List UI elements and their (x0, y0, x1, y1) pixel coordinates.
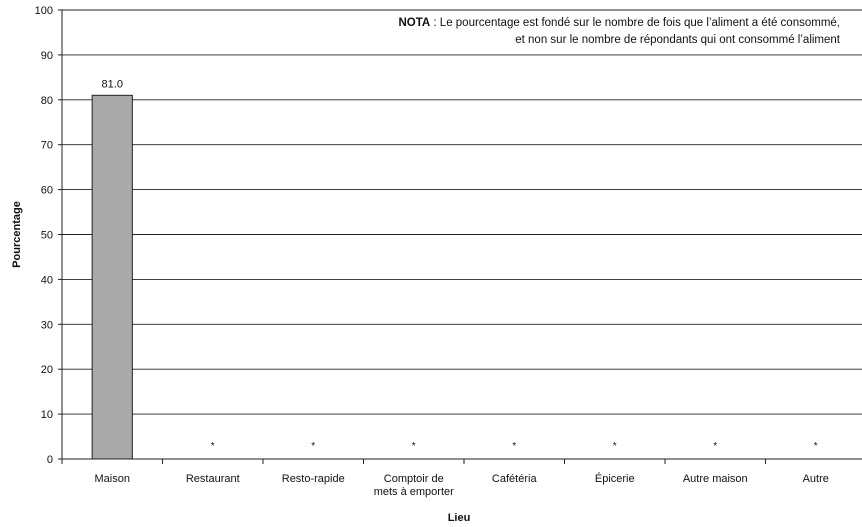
y-tick-label: 50 (41, 230, 53, 242)
x-tick-label: Cafétéria (492, 473, 538, 485)
x-tick-label: Épicerie (595, 472, 635, 485)
data-label: * (412, 441, 416, 452)
y-tick-label: 20 (41, 364, 53, 376)
y-tick-label: 10 (41, 409, 53, 421)
y-tick-label: 40 (41, 274, 53, 286)
x-tick-label-line: Resto-rapide (282, 473, 345, 485)
x-tick-label: Restaurant (186, 473, 240, 485)
note-line-1: NOTA : Le pourcentage est fondé sur le n… (200, 15, 840, 32)
x-tick-label-line: Comptoir de (384, 473, 444, 485)
data-label: * (311, 441, 315, 452)
bar (91, 94, 133, 460)
data-label: * (814, 441, 818, 452)
x-tick-label: Comptoir de mets à emporter (374, 473, 454, 498)
x-tick-label-line: Autre (803, 473, 829, 485)
y-tick-label: 100 (35, 5, 53, 17)
x-tick-label-line: Cafétéria (492, 473, 538, 485)
note-label: NOTA (398, 17, 431, 29)
y-tick-label: 80 (41, 95, 53, 107)
x-tick-label: Autre maison (683, 473, 748, 485)
data-label: * (512, 441, 516, 452)
x-axis-title: Lieu (448, 512, 471, 524)
chart-note: NOTA : Le pourcentage est fondé sur le n… (200, 15, 840, 49)
y-tick-label: 60 (41, 185, 53, 197)
x-tick-label-line: Restaurant (186, 473, 240, 485)
x-tick-label: Resto-rapide (282, 473, 345, 485)
data-label: 81.0 (102, 78, 123, 90)
x-tick-label: Autre (803, 473, 829, 485)
y-tick-label: 30 (41, 319, 53, 331)
x-tick-label: Maison (95, 473, 130, 485)
data-label: * (613, 441, 617, 452)
y-axis-title: Pourcentage (11, 201, 23, 268)
x-tick-label-line: Autre maison (683, 473, 748, 485)
note-text-1: : Le pourcentage est fondé sur le nombre… (430, 17, 840, 29)
y-tick-label: 70 (41, 140, 53, 152)
x-tick-label-line: mets à emporter (374, 486, 454, 498)
y-tick-label: 0 (47, 454, 53, 466)
y-tick-label: 90 (41, 50, 53, 62)
x-tick-label-line: Épicerie (595, 472, 635, 485)
x-tick-label-line: Maison (95, 473, 130, 485)
note-line-2: et non sur le nombre de répondants qui o… (515, 34, 840, 46)
data-label: * (211, 441, 215, 452)
data-label: * (713, 441, 717, 452)
